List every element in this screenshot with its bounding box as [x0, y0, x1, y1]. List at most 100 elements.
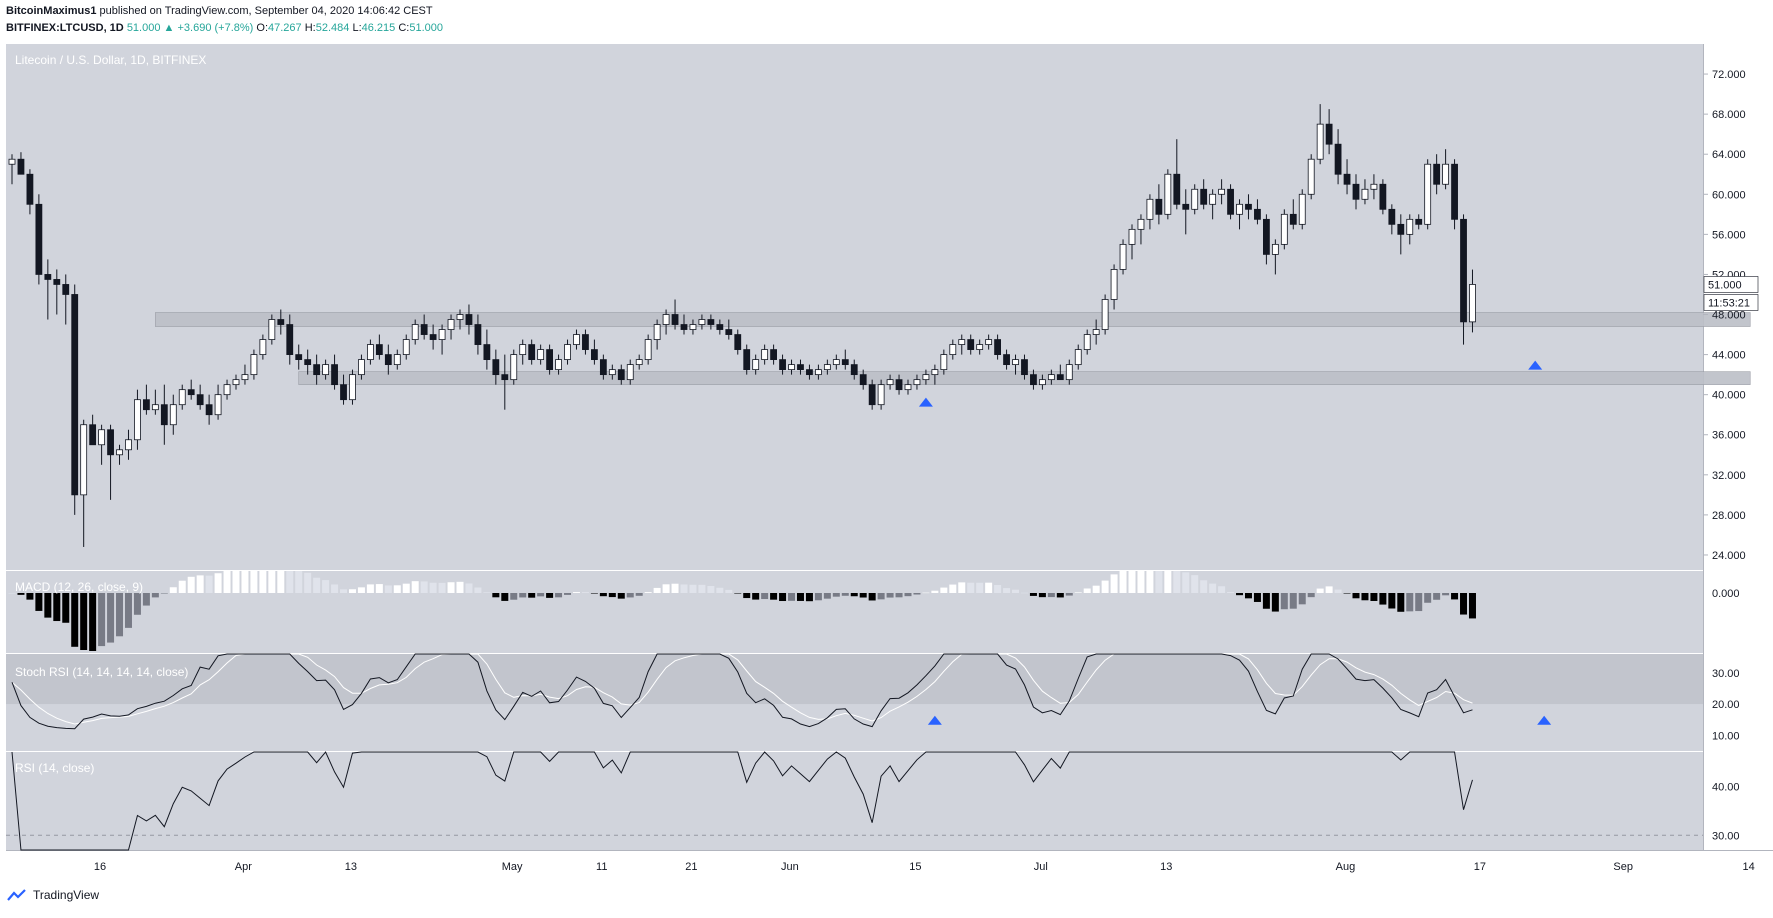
candle-body	[169, 404, 177, 426]
candle-body	[940, 354, 948, 371]
macd-bar	[1128, 571, 1136, 593]
macd-bar	[196, 575, 204, 593]
candle-body	[456, 314, 464, 320]
macd-bar	[1200, 580, 1208, 593]
candle-body	[716, 324, 724, 330]
candle-body	[519, 344, 527, 355]
candle-body	[1361, 188, 1369, 200]
chart-header-line1: BitcoinMaximus1 published on TradingView…	[6, 5, 433, 17]
candle-body	[752, 359, 760, 371]
macd-bar	[841, 593, 849, 596]
candle-body	[1325, 123, 1333, 145]
candle-body	[393, 354, 401, 366]
candle-body	[483, 344, 491, 361]
macd-bar	[1298, 593, 1306, 605]
stoch-tick-label: 10.00	[1712, 730, 1740, 742]
time-tick-label: Sep	[1613, 861, 1633, 873]
macd-bar	[465, 583, 473, 593]
footer-brand[interactable]: TradingView	[6, 888, 99, 902]
candle-body	[196, 394, 204, 406]
macd-bar	[187, 576, 195, 593]
rsi-pane-background	[6, 752, 1703, 850]
macd-bar	[142, 593, 150, 606]
signal-markers	[918, 360, 1552, 725]
candle-body	[644, 339, 652, 360]
price-tick-label: 24.000	[1712, 550, 1746, 562]
macd-bar	[644, 592, 652, 593]
macd-bar	[492, 593, 500, 598]
macd-bar	[707, 585, 715, 593]
candle-body	[465, 314, 473, 325]
open-label: O:	[256, 22, 269, 34]
bar-countdown: 11:53:21	[1708, 297, 1750, 309]
macd-bar	[1316, 588, 1324, 593]
time-tick-label: 11	[596, 861, 607, 873]
macd-bar	[922, 592, 930, 594]
macd-bar	[366, 584, 374, 593]
candle-body	[53, 279, 61, 285]
macd-bar	[1433, 593, 1441, 600]
macd-bar	[599, 593, 607, 597]
price-tick-label: 32.000	[1712, 470, 1746, 482]
macd-bar	[223, 571, 231, 593]
stoch-k-line	[11, 653, 1473, 730]
macd-bar	[913, 593, 921, 595]
price-tick-label: 60.000	[1712, 189, 1746, 201]
up-arrow-icon: ▲	[163, 22, 175, 34]
macd-bar	[331, 584, 339, 593]
candle-body	[635, 359, 643, 366]
last-price-value: 51.000	[1708, 279, 1742, 291]
macd-bar	[375, 584, 383, 593]
candle-body	[501, 374, 509, 381]
candle-body	[1245, 203, 1252, 210]
candle-body	[1227, 188, 1234, 215]
candle-body	[806, 369, 813, 376]
rsi-series-line	[11, 751, 1473, 851]
time-tick-label: 21	[685, 861, 697, 873]
candle-body	[241, 374, 249, 381]
time-tick-label: 13	[345, 861, 357, 873]
candle-body	[886, 379, 894, 386]
candle-body	[447, 319, 455, 330]
macd-bar	[53, 593, 61, 622]
time-tick-label: May	[502, 861, 523, 873]
macd-bar	[1370, 593, 1378, 601]
candle-body	[474, 324, 482, 345]
candle-body	[304, 359, 312, 366]
candle-body	[788, 364, 795, 371]
time-tick-label: Jun	[781, 861, 799, 873]
candle-body	[958, 339, 966, 345]
price-tick-label: 44.000	[1712, 350, 1746, 362]
candle-body	[913, 379, 921, 386]
candle-body	[1137, 218, 1145, 230]
candle-body	[653, 324, 661, 340]
macd-bar	[528, 593, 536, 598]
support-zone	[155, 312, 1751, 327]
candle-body	[1146, 198, 1154, 220]
candle-body	[823, 364, 831, 371]
candle-body	[358, 359, 365, 376]
macd-bar	[322, 580, 330, 593]
macd-bar	[653, 587, 661, 593]
candle-body	[815, 369, 822, 376]
price-pane-background	[6, 44, 1703, 570]
macd-bar	[411, 581, 419, 593]
price-axis[interactable]: 72.00068.00064.00060.00056.00052.00048.0…	[1703, 69, 1746, 562]
up-triangle-marker-icon	[918, 397, 933, 407]
candle-body	[1442, 163, 1449, 185]
candle-body	[89, 424, 97, 446]
candle-body	[125, 439, 132, 451]
candle-body	[286, 324, 294, 355]
candle-body	[71, 294, 79, 496]
macd-bar	[1451, 593, 1459, 600]
rsi-tick-label: 40.00	[1712, 781, 1740, 793]
macd-bar	[1012, 589, 1020, 593]
macd-bar	[1003, 588, 1011, 593]
candle-body	[546, 349, 553, 371]
author-name[interactable]: BitcoinMaximus1	[6, 5, 97, 17]
macd-bar	[1361, 593, 1369, 601]
symbol-label[interactable]: BITFINEX:LTCUSD, 1D	[6, 22, 124, 34]
time-axis[interactable]: 16 Apr 13 May 11 21 Jun 15 Jul 13 Aug 17 Sep 14	[94, 861, 1755, 873]
candle-body	[116, 449, 123, 456]
